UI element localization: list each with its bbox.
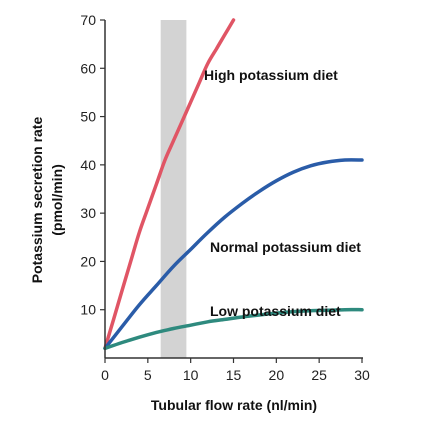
series-layer [103, 18, 364, 351]
series-labels: High potassium diet Normal potassium diet… [204, 67, 361, 319]
series-label-0: High potassium diet [204, 67, 338, 83]
y-tick-label: 40 [80, 157, 96, 173]
y-tick-label: 60 [80, 60, 96, 76]
y-tick-label: 50 [80, 109, 96, 125]
x-tick-label: 15 [226, 367, 242, 383]
y-tick-label: 70 [80, 12, 96, 28]
x-tick-label: 25 [311, 367, 327, 383]
shaded-band-layer [160, 20, 187, 358]
x-tick-label: 10 [183, 367, 199, 383]
axes: 0 5 10 15 20 25 30 10 20 30 40 50 60 70 [80, 12, 370, 383]
x-tick-label: 30 [354, 367, 370, 383]
x-tick-label: 0 [101, 367, 109, 383]
series-line-1 [103, 158, 364, 351]
shaded-band [160, 20, 187, 358]
y-axis-title-line1: Potassium secretion rate [29, 117, 45, 284]
x-tick-label: 20 [269, 367, 285, 383]
y-tick-label: 20 [80, 253, 96, 269]
series-label-1: Normal potassium diet [210, 239, 361, 255]
series-line-2 [103, 307, 364, 351]
series-label-2: Low potassium diet [210, 303, 341, 319]
y-axis-title-line2: (pmol/min) [49, 164, 65, 236]
series-line-0 [103, 18, 236, 351]
x-axis-title: Tubular flow rate (nl/min) [151, 397, 317, 413]
y-tick-label: 10 [80, 302, 96, 318]
x-tick-label: 5 [144, 367, 152, 383]
y-tick-label: 30 [80, 205, 96, 221]
